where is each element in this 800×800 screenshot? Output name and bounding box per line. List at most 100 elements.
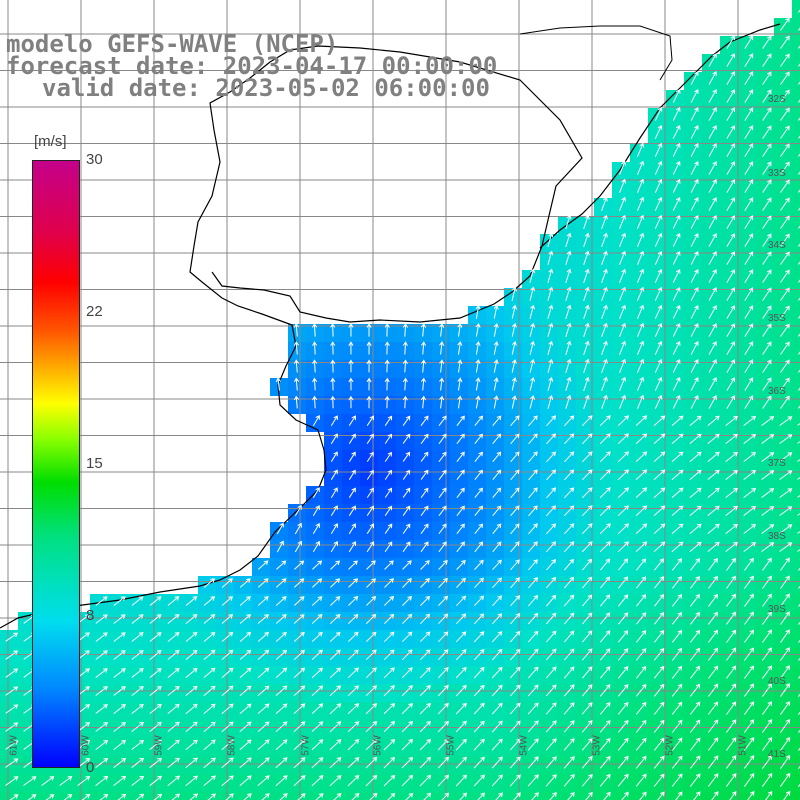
wind-arrow <box>725 719 737 733</box>
wind-arrow <box>492 505 502 517</box>
wind-arrow <box>672 286 681 301</box>
wind-arrow <box>239 721 252 733</box>
wind-arrow <box>528 415 538 427</box>
wind-arrow <box>474 559 484 570</box>
wind-arrow <box>474 487 483 499</box>
wind-arrow <box>617 541 629 553</box>
wind-cell <box>630 792 648 800</box>
wind-cell <box>792 486 800 504</box>
wind-arrows <box>5 9 800 800</box>
wind-arrow <box>690 124 699 139</box>
wind-arrow <box>131 596 144 606</box>
wind-arrow <box>366 433 374 444</box>
wind-arrow <box>420 505 429 516</box>
wind-arrow <box>617 415 629 427</box>
wind-arrow <box>546 451 557 463</box>
wind-arrow <box>456 433 465 445</box>
wind-arrow <box>383 631 395 643</box>
wind-arrow <box>725 523 738 534</box>
wind-arrow <box>762 305 772 319</box>
wind-arrow <box>347 685 359 697</box>
wind-arrow <box>654 268 663 283</box>
wind-arrow <box>545 738 557 751</box>
wind-arrow <box>185 614 198 624</box>
wind-arrow <box>203 613 216 624</box>
wind-arrow <box>617 505 629 517</box>
wind-arrow <box>131 704 144 714</box>
wind-arrow <box>726 161 735 175</box>
wind-arrow <box>567 791 575 800</box>
wind-arrow <box>725 415 738 426</box>
wind-arrow <box>329 703 342 715</box>
wind-arrow <box>708 287 717 301</box>
wind-cell <box>576 792 594 800</box>
wind-arrow <box>77 776 91 786</box>
wind-arrow <box>329 649 341 661</box>
wind-arrow <box>762 35 772 49</box>
wind-arrow <box>113 614 126 624</box>
wind-arrow <box>565 304 572 319</box>
wind-cell <box>198 792 216 800</box>
wind-arrow <box>581 773 593 787</box>
wind-arrow <box>563 630 575 643</box>
wind-arrow <box>654 196 663 211</box>
wind-arrow <box>761 488 775 498</box>
wind-arrow <box>635 451 648 463</box>
wind-arrow <box>583 376 590 391</box>
wind-arrow <box>582 594 593 607</box>
wind-arrow <box>635 505 648 517</box>
wind-arrow <box>549 792 557 800</box>
wind-arrow <box>617 684 629 697</box>
wind-arrow <box>438 487 447 498</box>
wind-arrow <box>167 632 180 642</box>
wind-arrow <box>275 721 288 733</box>
wind-arrow <box>185 685 198 696</box>
wind-arrow <box>635 773 647 787</box>
wind-arrow <box>653 523 666 535</box>
wind-arrow <box>780 629 790 643</box>
wind-arrow <box>564 487 575 499</box>
wind-arrow <box>726 179 735 193</box>
wind-cell <box>360 792 378 800</box>
wind-arrow <box>565 268 572 283</box>
wind-arrow <box>583 322 590 337</box>
wind-arrow <box>744 215 754 229</box>
wind-arrow <box>275 775 288 787</box>
wind-arrow <box>149 703 162 714</box>
wind-arrow <box>725 433 738 444</box>
wind-arrow <box>780 53 790 67</box>
wind-arrow <box>456 415 465 427</box>
wind-arrow <box>707 469 720 480</box>
wind-arrow <box>312 377 318 391</box>
wind-arrow <box>510 469 520 481</box>
wind-cell <box>792 216 800 234</box>
wind-arrow <box>708 341 717 355</box>
wind-arrow <box>779 647 790 661</box>
wind-arrow <box>312 415 320 427</box>
wind-arrow <box>761 629 772 643</box>
wind-arrow <box>761 772 773 787</box>
wind-arrow <box>546 433 557 445</box>
wind-arrow <box>95 596 108 606</box>
wind-arrow <box>510 451 520 463</box>
wind-arrow <box>405 792 414 800</box>
wind-arrow <box>690 268 699 283</box>
wind-cell <box>792 414 800 432</box>
wind-arrow <box>167 667 180 678</box>
wind-arrow <box>348 469 356 480</box>
wind-arrow <box>239 649 252 660</box>
wind-cell <box>378 792 396 800</box>
wind-arrow <box>565 340 572 355</box>
wind-arrow <box>599 505 611 517</box>
wind-arrow <box>725 647 737 661</box>
wind-arrow <box>312 395 318 409</box>
wind-arrow <box>779 416 793 426</box>
wind-arrow <box>671 683 683 697</box>
wind-arrow <box>293 775 306 787</box>
wind-arrow <box>708 161 717 175</box>
wind-cell <box>324 792 342 800</box>
wind-arrow <box>693 791 701 800</box>
wind-arrow <box>528 577 539 589</box>
wind-arrow <box>654 558 664 571</box>
